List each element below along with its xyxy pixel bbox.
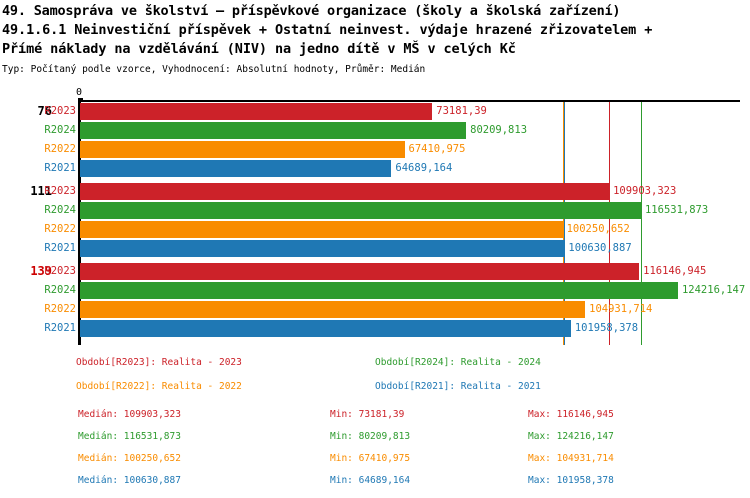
row-label-r2024: R2024 <box>44 204 76 216</box>
chart-row[interactable]: R2023 73181,39 <box>0 102 750 121</box>
row-label-r2022: R2022 <box>44 223 76 235</box>
chart-row[interactable]: R2021 64689,164 <box>0 159 750 178</box>
chart-header: 49. Samospráva ve školství – příspěvkové… <box>0 0 750 77</box>
bar-r2022[interactable] <box>80 141 405 158</box>
bar-chart: 0 76 R2023 73181,39 R2024 80209,813 R2022 6741… <box>0 88 750 350</box>
row-label-r2023: R2023 <box>44 265 76 277</box>
bar-r2021[interactable] <box>80 160 392 177</box>
bar-value-label: 116531,873 <box>644 204 709 216</box>
row-label-r2024: R2024 <box>44 124 76 136</box>
chart-row[interactable]: R2022 104931,714 <box>0 300 750 319</box>
bar-value-label: 64689,164 <box>395 162 453 174</box>
bar-value-label: 104931,714 <box>589 303 653 315</box>
chart-row[interactable]: R2024 80209,813 <box>0 121 750 140</box>
stat-median: Medián: 109903,323 <box>78 409 181 420</box>
chart-group: 139 R2023 116146,945 R2024 124216,147 R2022 10… <box>0 262 750 338</box>
bar-r2021[interactable] <box>80 320 571 337</box>
legend-item[interactable]: Období[R2024]: Realita - 2024 <box>375 357 541 368</box>
bar-value-label: 101958,378 <box>574 322 639 334</box>
bar-r2022[interactable] <box>80 301 586 318</box>
row-label-r2022: R2022 <box>44 143 76 155</box>
bar-value-label: 116146,945 <box>643 265 707 277</box>
bar-r2023[interactable] <box>80 183 610 200</box>
reference-line-r2023 <box>609 102 611 345</box>
chart-row[interactable]: R2022 67410,975 <box>0 140 750 159</box>
y-axis-line <box>78 100 81 345</box>
chart-row[interactable]: R2023 116146,945 <box>0 262 750 281</box>
legend-item[interactable]: Období[R2022]: Realita - 2022 <box>76 381 242 392</box>
stat-max: Max: 116146,945 <box>528 409 614 420</box>
axis-tick-mark <box>78 98 83 100</box>
bar-r2023[interactable] <box>80 103 433 120</box>
bar-r2022[interactable] <box>80 221 563 238</box>
reference-line-r2024 <box>640 102 642 345</box>
stat-median: Medián: 100630,887 <box>78 475 181 486</box>
chart-row[interactable]: R2021 101958,378 <box>0 319 750 338</box>
stat-median: Medián: 116531,873 <box>78 431 181 442</box>
reference-line-r2021 <box>564 102 566 345</box>
page-title-line-2: 49.1.6.1 Neinvestiční příspěvek + Ostatn… <box>2 22 653 38</box>
legend-item[interactable]: Období[R2023]: Realita - 2023 <box>76 357 242 368</box>
row-label-r2024: R2024 <box>44 284 76 296</box>
bar-r2023[interactable] <box>80 263 640 280</box>
group-label: 76 <box>37 104 52 118</box>
bar-value-label: 67410,975 <box>408 143 466 155</box>
stat-min: Min: 64689,164 <box>330 475 411 486</box>
chart-group: 111 R2023 109903,323 R2024 116531,873 R2022 10… <box>0 182 750 258</box>
x-axis-line <box>80 100 740 102</box>
bar-value-label: 100630,887 <box>568 242 632 254</box>
axis-tick-label-0: 0 <box>76 87 83 98</box>
row-label-r2021: R2021 <box>44 242 76 254</box>
row-label-r2023: R2023 <box>44 105 76 117</box>
bar-r2024[interactable] <box>80 122 467 139</box>
chart-statistics: Medián: 109903,323 Min: 73181,39 Max: 1161… <box>0 408 750 496</box>
stat-min: Min: 73181,39 <box>330 409 405 420</box>
row-label-r2022: R2022 <box>44 303 76 315</box>
bar-value-label: 73181,39 <box>436 105 487 117</box>
group-label: 139 <box>30 264 52 278</box>
stat-max: Max: 101958,378 <box>528 475 614 486</box>
bar-value-label: 80209,813 <box>470 124 528 136</box>
chart-row[interactable]: R2024 124216,147 <box>0 281 750 300</box>
stat-max: Max: 124216,147 <box>528 431 614 442</box>
chart-legend: Období[R2023]: Realita - 2023 Období[R202… <box>0 356 750 402</box>
chart-row[interactable]: R2022 100250,652 <box>0 220 750 239</box>
chart-row[interactable]: R2023 109903,323 <box>0 182 750 201</box>
bar-r2024[interactable] <box>80 282 678 299</box>
stat-median: Medián: 100250,652 <box>78 453 181 464</box>
bar-r2021[interactable] <box>80 240 565 257</box>
stat-max: Max: 104931,714 <box>528 453 614 464</box>
stat-min: Min: 80209,813 <box>330 431 411 442</box>
row-label-r2021: R2021 <box>44 162 76 174</box>
chart-row[interactable]: R2024 116531,873 <box>0 201 750 220</box>
row-label-r2023: R2023 <box>44 185 76 197</box>
page-title-line-3: Přímé náklady na vzdělávání (NIV) na jed… <box>2 41 516 57</box>
legend-item[interactable]: Období[R2021]: Realita - 2021 <box>375 381 541 392</box>
stat-min: Min: 67410,975 <box>330 453 411 464</box>
chart-group: 76 R2023 73181,39 R2024 80209,813 R2022 67410,… <box>0 102 750 178</box>
chart-subtitle: Typ: Počítaný podle vzorce, Vyhodnocení:… <box>2 64 426 75</box>
bar-value-label: 100250,652 <box>566 223 630 235</box>
row-label-r2021: R2021 <box>44 322 76 334</box>
chart-row[interactable]: R2021 100630,887 <box>0 239 750 258</box>
bar-value-label: 124216,147 <box>681 284 746 296</box>
bar-value-label: 109903,323 <box>613 185 677 197</box>
reference-line-r2022 <box>562 102 564 345</box>
page-title-line-1: 49. Samospráva ve školství – příspěvkové… <box>2 3 621 19</box>
bar-r2024[interactable] <box>80 202 641 219</box>
group-label: 111 <box>30 184 52 198</box>
